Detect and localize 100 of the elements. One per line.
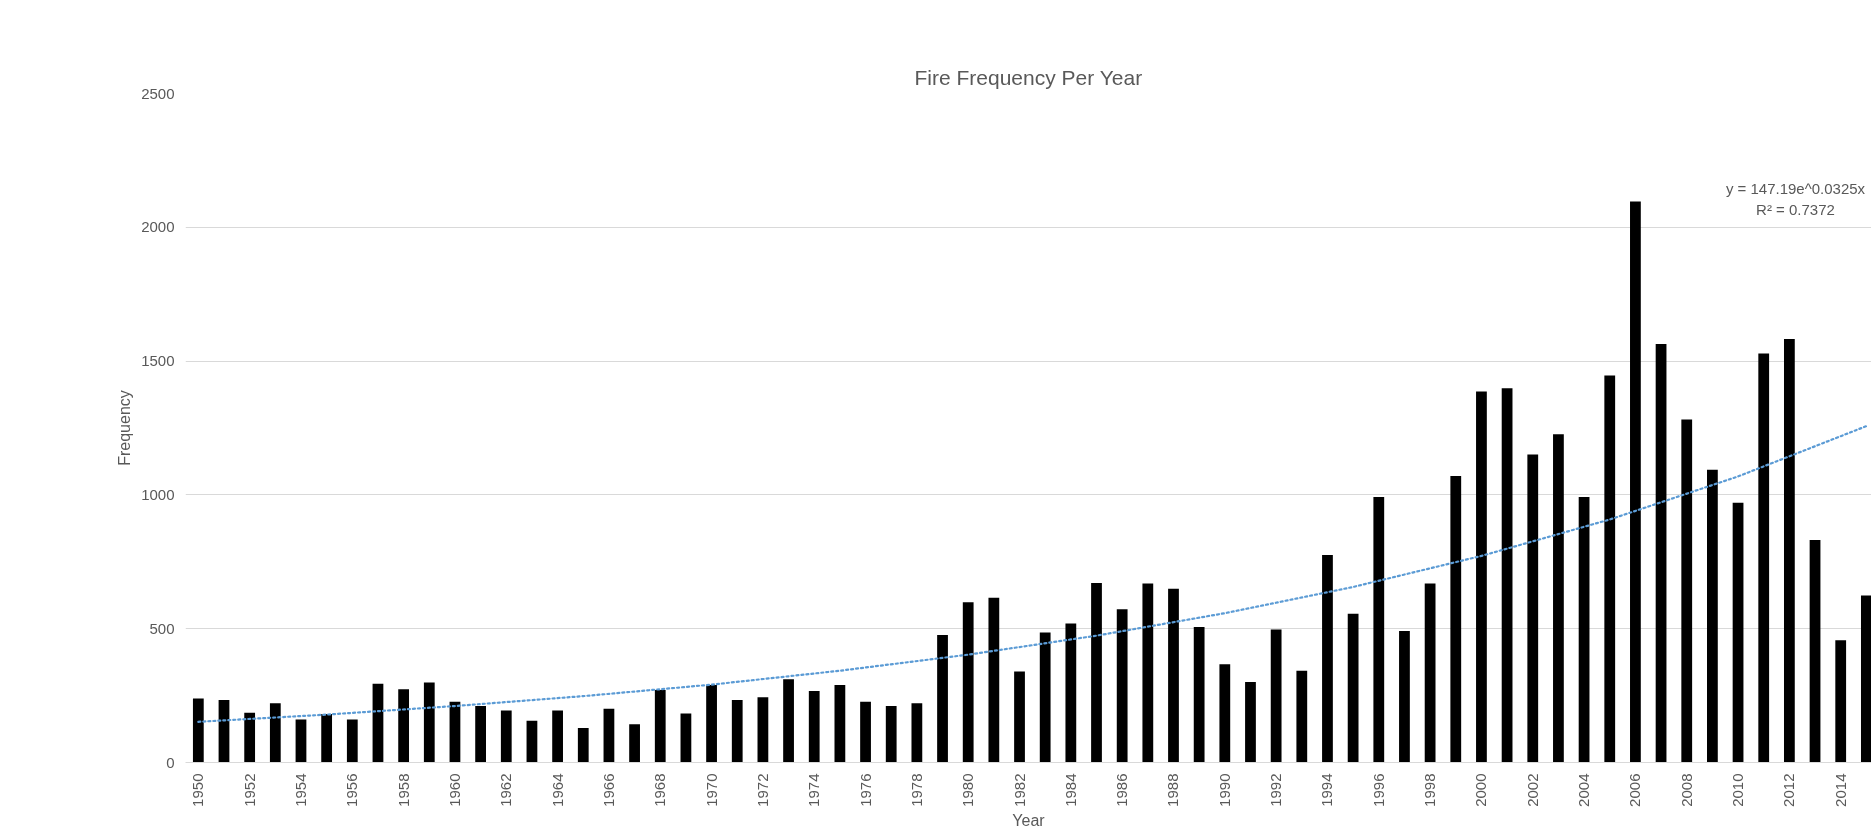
bar — [1860, 595, 1871, 763]
x-tick-label: 2010 — [1729, 773, 1747, 807]
bar — [1039, 632, 1051, 763]
bar — [500, 710, 512, 763]
bar — [1373, 497, 1385, 763]
bar — [860, 701, 871, 763]
bar — [346, 719, 358, 763]
bar — [1527, 454, 1539, 763]
bar — [1322, 555, 1333, 763]
bar — [1476, 391, 1487, 763]
x-tick-label: 1982 — [1010, 773, 1028, 807]
y-tick-label: 1000 — [141, 485, 175, 503]
bar — [1168, 588, 1179, 763]
x-tick-label: 2004 — [1575, 773, 1593, 807]
bar — [834, 684, 846, 763]
bar — [783, 679, 794, 763]
x-tick-label: 1998 — [1421, 773, 1439, 807]
x-tick-label: 1986 — [1113, 773, 1131, 807]
bar — [1809, 540, 1821, 763]
y-tick-label: 0 — [166, 753, 175, 771]
bar — [1347, 613, 1359, 763]
x-tick-label: 1984 — [1061, 773, 1079, 807]
bar — [1296, 670, 1308, 763]
x-tick-label: 1980 — [959, 773, 977, 807]
bar — [1193, 627, 1205, 763]
bar — [757, 697, 769, 763]
bar — [680, 713, 692, 763]
x-tick-label: 1978 — [907, 773, 925, 807]
bar — [269, 703, 281, 763]
x-tick-label: 1954 — [291, 773, 309, 807]
bar — [1091, 582, 1102, 763]
bar — [1450, 475, 1462, 763]
bar — [988, 597, 1000, 763]
y-tick-label: 2000 — [141, 218, 175, 236]
bar — [1116, 609, 1128, 763]
x-axis-title: Year — [1012, 811, 1046, 829]
bar — [603, 708, 615, 763]
bar — [475, 706, 486, 763]
x-tick-label: 1994 — [1318, 773, 1336, 807]
bar — [706, 684, 717, 763]
bar — [552, 710, 563, 763]
bar — [911, 703, 923, 763]
line-series — [197, 425, 1868, 723]
y-tick-label: 2500 — [141, 84, 175, 102]
bar — [1014, 671, 1025, 763]
bar — [629, 724, 640, 763]
x-tick-label: 1958 — [394, 773, 412, 807]
bar — [1707, 469, 1718, 763]
x-tick-label: 2012 — [1780, 773, 1798, 807]
y-tick-label: 1500 — [141, 352, 175, 370]
bar — [1604, 375, 1616, 763]
bar — [808, 691, 820, 763]
x-tick-label: 1950 — [189, 773, 207, 807]
x-tick-label: 1996 — [1369, 773, 1387, 807]
bar — [526, 720, 538, 763]
bar — [1630, 201, 1641, 763]
bar — [1399, 631, 1410, 763]
bar — [244, 712, 256, 763]
bar — [1578, 497, 1590, 763]
y-tick-label: 500 — [149, 619, 175, 637]
x-tick-label: 1960 — [445, 773, 463, 807]
bar — [1424, 583, 1436, 763]
x-tick-label: 1952 — [240, 773, 258, 807]
x-tick-label: 1988 — [1164, 773, 1182, 807]
bar — [1732, 502, 1744, 763]
x-tick-label: 2000 — [1472, 773, 1490, 807]
bar — [1553, 434, 1564, 763]
bar — [1655, 343, 1667, 763]
x-tick-label: 2002 — [1523, 773, 1541, 807]
bar — [654, 689, 666, 763]
x-tick-label: 1970 — [702, 773, 720, 807]
bar — [1270, 629, 1282, 763]
x-tick-label: 1972 — [753, 773, 771, 807]
bar — [423, 682, 435, 763]
bar — [321, 714, 333, 763]
x-tick-label: 1992 — [1267, 773, 1285, 807]
x-tick-label: 1990 — [1215, 773, 1233, 807]
x-tick-label: 1956 — [343, 773, 361, 807]
bar — [1783, 338, 1795, 763]
bar — [398, 689, 410, 763]
bar — [1681, 419, 1693, 763]
bar — [937, 635, 948, 763]
bar — [1219, 664, 1231, 763]
x-tick-label: 1968 — [651, 773, 669, 807]
chart-title: Fire Frequency Per Year — [914, 65, 1143, 89]
annotation: R² = 0.7372 — [1756, 201, 1835, 218]
x-tick-label: 2006 — [1626, 773, 1644, 807]
annotation: y = 147.19e^0.0325x — [1725, 180, 1866, 197]
bar — [962, 602, 974, 763]
bar — [295, 719, 307, 763]
x-tick-label: 1966 — [599, 773, 617, 807]
y-axis-title: Frequency — [116, 390, 134, 466]
bar — [1835, 640, 1847, 763]
bar — [731, 699, 743, 763]
x-tick-label: 2008 — [1677, 773, 1695, 807]
bar — [885, 706, 897, 763]
x-tick-label: 1974 — [805, 773, 823, 807]
bar — [372, 683, 384, 763]
bar — [1501, 388, 1513, 763]
x-tick-label: 1964 — [548, 773, 566, 807]
